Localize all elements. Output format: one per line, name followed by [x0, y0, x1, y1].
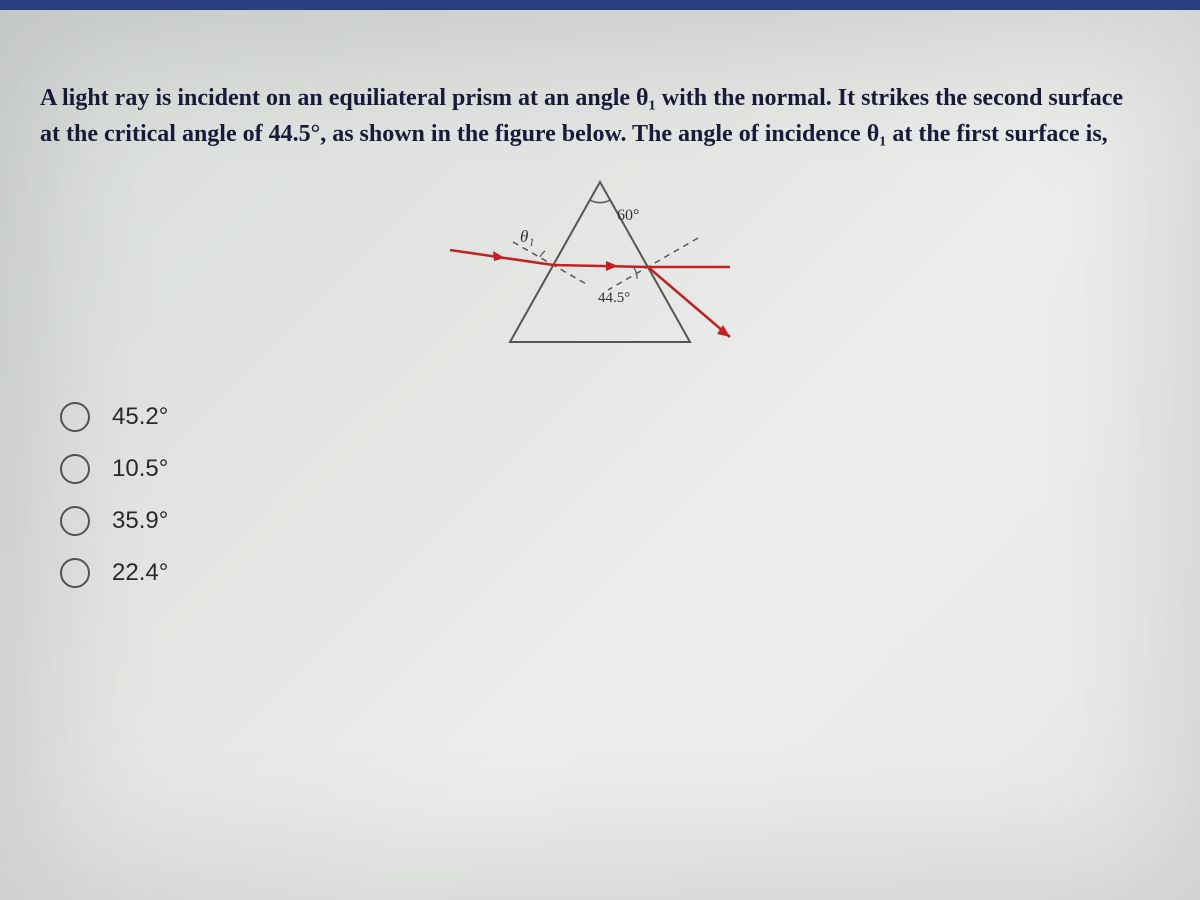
apex-angle-arc: [590, 200, 610, 203]
option-label: 35.9°: [112, 507, 168, 535]
option-label: 10.5°: [112, 455, 168, 483]
option-d[interactable]: 22.4°: [60, 558, 1160, 588]
option-label: 45.2°: [112, 403, 168, 431]
option-label: 22.4°: [112, 559, 168, 587]
prism-diagram: 60° θ₁ 44.5°: [420, 162, 780, 372]
radio-icon[interactable]: [60, 506, 90, 536]
arrowhead-inside: [606, 261, 618, 271]
radio-icon[interactable]: [60, 558, 90, 588]
theta1-label: θ₁: [520, 227, 534, 246]
option-b[interactable]: 10.5°: [60, 454, 1160, 484]
light-ray: [450, 250, 730, 267]
option-c[interactable]: 35.9°: [60, 506, 1160, 536]
ray-exit: [648, 267, 730, 337]
normal-right: [608, 238, 698, 290]
question-text: A light ray is incident on an equiliater…: [40, 80, 1140, 152]
answer-options: 45.2° 10.5° 35.9° 22.4°: [60, 402, 1160, 588]
radio-icon[interactable]: [60, 402, 90, 432]
apex-angle-label: 60°: [617, 207, 639, 224]
question-page: A light ray is incident on an equiliater…: [0, 10, 1200, 900]
theta1-arc: [540, 251, 545, 257]
figure-container: 60° θ₁ 44.5°: [40, 162, 1160, 372]
critical-angle-label: 44.5°: [598, 290, 630, 306]
option-a[interactable]: 45.2°: [60, 402, 1160, 432]
arrowhead-incident: [493, 251, 505, 261]
window-top-bar: [0, 0, 1200, 10]
radio-icon[interactable]: [60, 454, 90, 484]
